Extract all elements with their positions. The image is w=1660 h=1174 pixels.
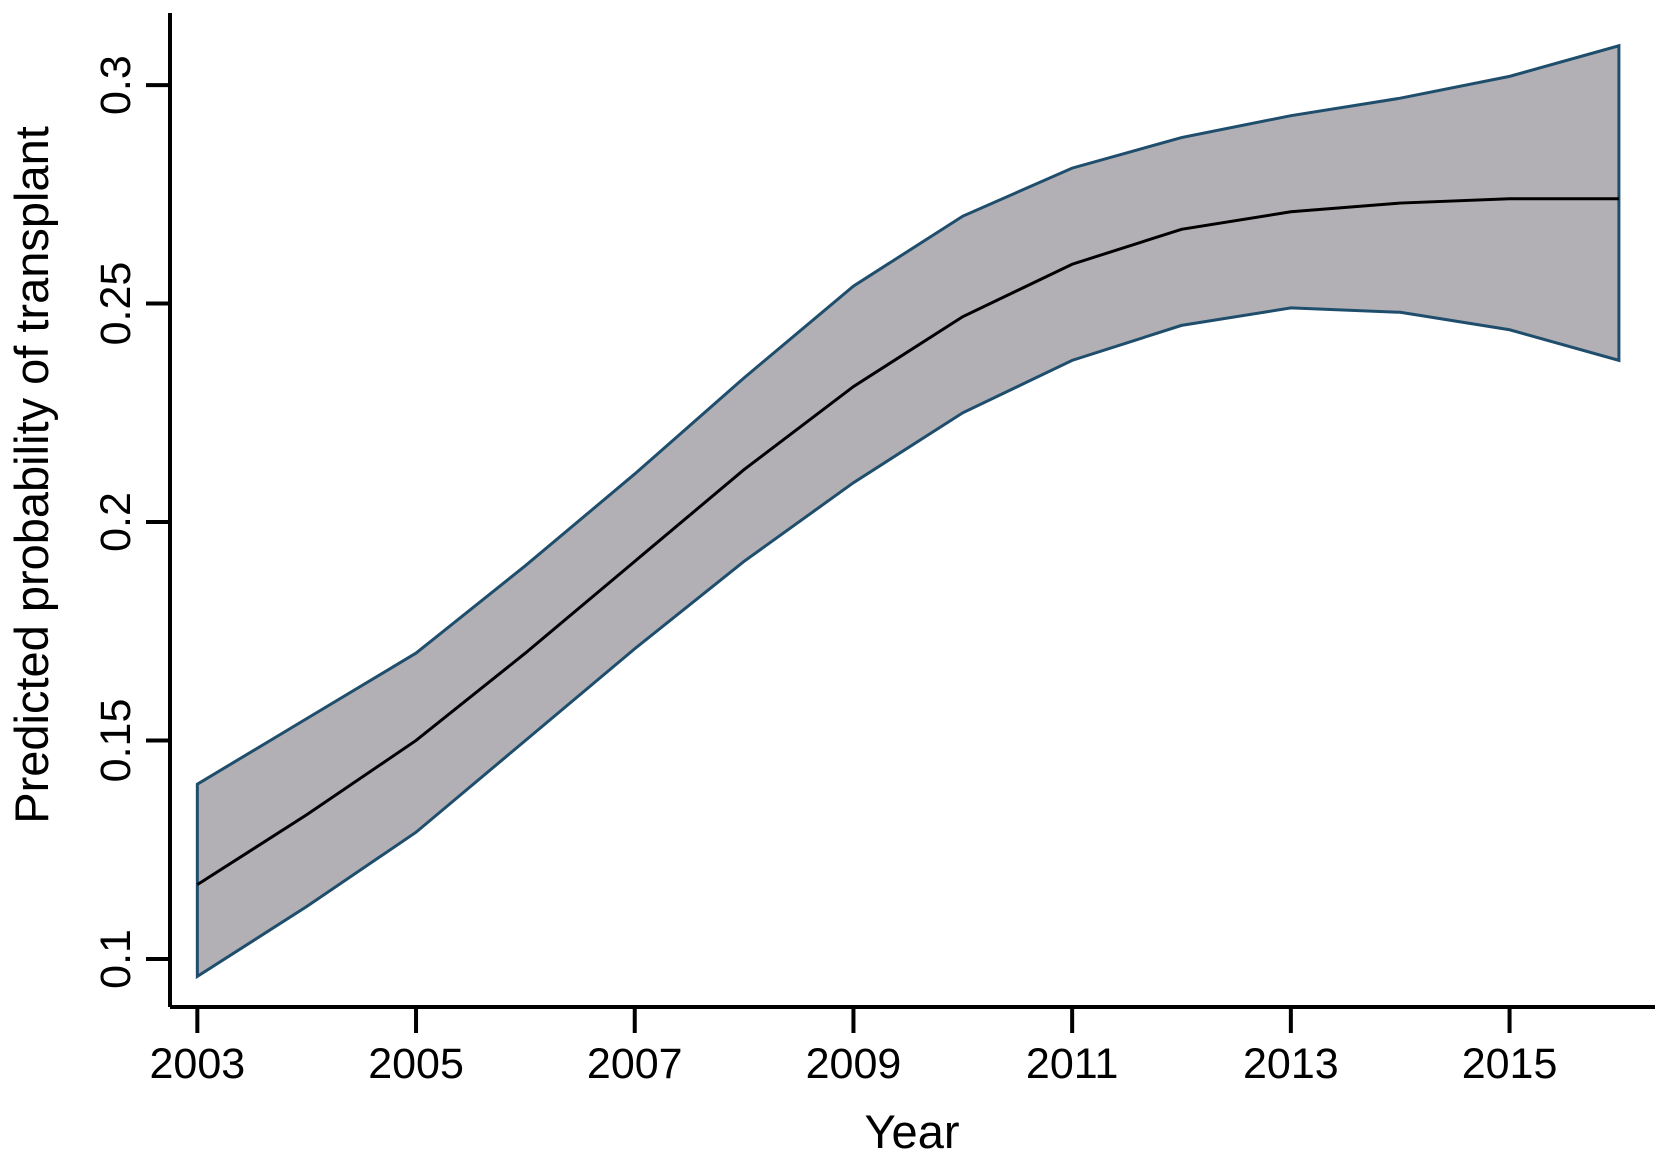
prediction-line <box>196 197 1619 886</box>
x-tick-label: 2003 <box>150 1040 246 1088</box>
x-tick-label: 2007 <box>587 1040 683 1088</box>
plot-area <box>195 43 1621 980</box>
y-tick-label: 0.2 <box>92 492 140 552</box>
x-tick-label: 2009 <box>806 1040 902 1088</box>
y-tick-label: 0.1 <box>92 929 140 989</box>
x-tick-label: 2013 <box>1243 1040 1339 1088</box>
x-tick-label: 2015 <box>1462 1040 1558 1088</box>
x-tick-label: 2011 <box>1026 1040 1118 1088</box>
y-axis-ticks: 0.1 0.15 0.2 0.25 0.3 <box>92 55 170 989</box>
x-axis-title: Year <box>865 1105 960 1158</box>
x-tick-label: 2005 <box>368 1040 464 1088</box>
y-axis-title: Predicted probability of transplant <box>5 126 58 824</box>
y-tick-label: 0.3 <box>92 55 140 115</box>
confidence-band <box>195 43 1621 980</box>
y-tick-label: 0.25 <box>92 262 140 346</box>
x-axis-ticks: 2003 2005 2007 2009 2011 2013 2015 <box>150 1007 1558 1088</box>
y-tick-label: 0.15 <box>92 699 140 783</box>
